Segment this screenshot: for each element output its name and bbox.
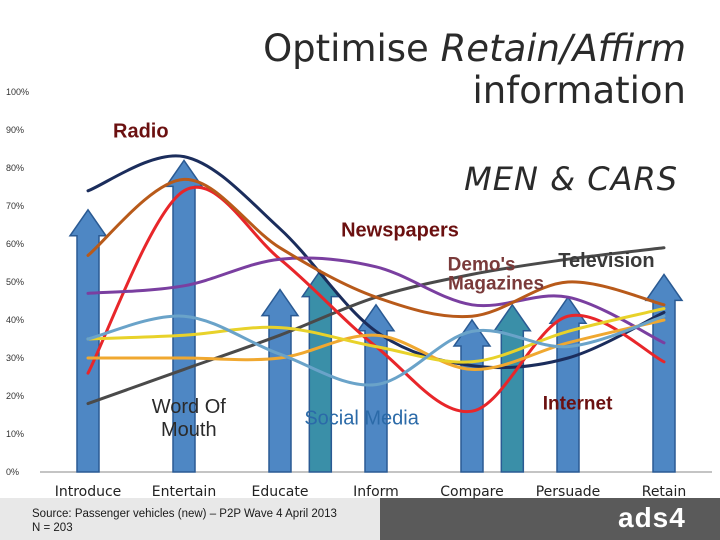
x-tick-label: Persuade [536, 484, 601, 500]
series-line [86, 154, 666, 370]
up-arrow-icon [68, 208, 108, 473]
x-tick-label: Compare [440, 484, 504, 500]
up-arrow-icon [260, 288, 300, 473]
up-arrow-icon [492, 303, 532, 473]
up-arrow-icon [356, 303, 396, 473]
series-line [86, 318, 666, 371]
annotation-label: Television [558, 250, 654, 272]
annotation-label: Radio [113, 121, 169, 143]
y-tick-label: 30% [6, 353, 24, 363]
footer-source-panel [0, 498, 380, 540]
annotation-label: Social Media [304, 408, 419, 430]
y-tick-label: 60% [6, 239, 24, 249]
series-line [86, 177, 666, 319]
logo-text: ads4 [618, 503, 686, 533]
ads4-logo-icon: ads4 [618, 503, 686, 533]
x-tick-label: Inform [353, 484, 399, 500]
series-line [86, 307, 666, 364]
source-line: Source: Passenger vehicles (new) – P2P W… [32, 508, 337, 520]
y-tick-label: 0% [6, 467, 19, 477]
y-tick-label: 100% [6, 87, 29, 97]
series-line [86, 256, 666, 345]
annotation-label: Internet [543, 393, 613, 414]
up-arrow-icon [452, 318, 492, 473]
annotation-label: Magazines [448, 274, 544, 295]
annotation-label: Word Of [152, 396, 227, 418]
annotation-label: Mouth [161, 419, 217, 441]
y-tick-label: 70% [6, 201, 24, 211]
y-tick-label: 90% [6, 125, 24, 135]
series-line [86, 246, 666, 406]
sample-size: N = 203 [32, 522, 73, 534]
series-line [86, 314, 666, 387]
chart-title: Optimise Retain/Affirm information [226, 28, 686, 112]
series-line [86, 185, 666, 413]
chart-subtitle: MEN & CARS [464, 160, 678, 198]
x-tick-label: Introduce [55, 484, 122, 500]
x-tick-label: Entertain [152, 484, 216, 500]
x-tick-label: Retain [642, 484, 687, 500]
y-tick-label: 80% [6, 163, 24, 173]
title-line1-italic: Retain/Affirm [440, 27, 686, 70]
y-tick-label: 50% [6, 277, 24, 287]
annotation-label: Newspapers [341, 219, 459, 241]
x-tick-label: Educate [252, 484, 309, 500]
y-tick-label: 10% [6, 429, 24, 439]
annotation-label: Demo's [448, 255, 516, 276]
title-line1-regular: Optimise [263, 27, 441, 70]
title-line2: information [472, 69, 686, 112]
y-tick-label: 40% [6, 315, 24, 325]
y-tick-label: 20% [6, 391, 24, 401]
source-note: Source: Passenger vehicles (new) – P2P W… [32, 507, 337, 535]
